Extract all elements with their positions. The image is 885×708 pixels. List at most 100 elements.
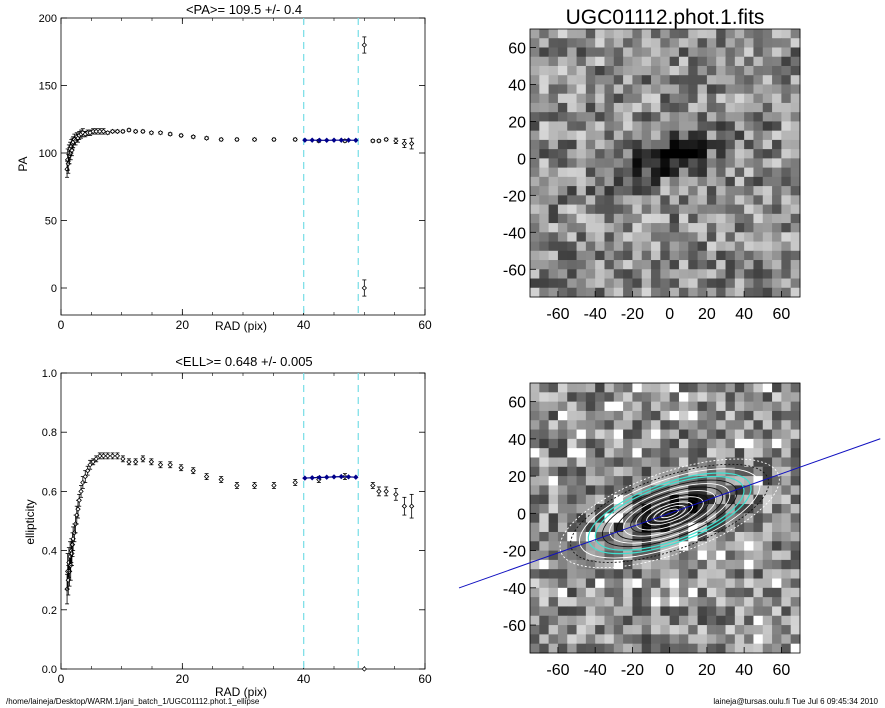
img-top-pixel xyxy=(632,93,643,104)
pa-data-point xyxy=(271,136,277,143)
img-top-pixel xyxy=(716,278,727,289)
img-bottom-pixel xyxy=(576,466,587,477)
img-top-pixel xyxy=(613,195,624,206)
img-top-pixel xyxy=(744,84,754,95)
img-top-pixel xyxy=(772,84,782,95)
pa-plot: <PA>= 109.5 +/- 0.4 RAD (pix) PA 0 20 40 60… xyxy=(16,2,432,333)
img-bottom-pixel xyxy=(725,466,736,477)
img-top-pixel xyxy=(530,56,540,67)
img-top-pixel xyxy=(790,149,801,159)
ell-data-point xyxy=(393,491,399,498)
img-bottom-pixel xyxy=(688,429,699,440)
img-bottom-pixel xyxy=(651,615,661,626)
img-top-pixel xyxy=(734,195,745,206)
ell-fit-point xyxy=(316,474,323,481)
img-bottom-pixel xyxy=(781,597,792,607)
img-top-pixel xyxy=(725,260,736,270)
img-top-pixel xyxy=(567,139,578,150)
img-bottom-pixel xyxy=(530,634,540,645)
img-top-pixel xyxy=(781,213,792,224)
img-bottom-pixel xyxy=(669,634,680,645)
img-bottom-pixel xyxy=(641,559,652,570)
img-bottom-pixel xyxy=(753,550,764,561)
img-top-pixel xyxy=(772,287,782,298)
ell-data-point xyxy=(292,479,298,486)
img-top-pixel xyxy=(585,149,596,159)
img-bottom-pixel xyxy=(539,476,550,486)
ell-data-point xyxy=(132,459,139,465)
img-bottom-pixel xyxy=(706,485,717,496)
pa-fit-point xyxy=(338,137,344,143)
img-bottom-pixel xyxy=(678,569,689,580)
img-bottom-pixel xyxy=(790,634,801,645)
img-top-pixel xyxy=(716,158,727,169)
img-top-pixel xyxy=(706,176,717,187)
img-bottom-pixel xyxy=(539,550,550,561)
img-bottom-pixel xyxy=(651,587,661,598)
img-top-pixel xyxy=(790,278,801,289)
img-top-pixel xyxy=(585,195,596,206)
img-top-pixel xyxy=(716,93,727,104)
img-bottom-pixel xyxy=(716,625,727,635)
img-bottom-pixel xyxy=(790,485,801,496)
img-bottom-pixel xyxy=(725,634,736,645)
img-top-pixel xyxy=(762,112,773,122)
img-bottom-pixel xyxy=(660,513,671,524)
img-top-pixel xyxy=(632,260,643,270)
img-bottom-pixel xyxy=(772,485,782,496)
img-bottom-pixel xyxy=(753,476,764,486)
img-top-pixel xyxy=(753,139,764,150)
img-bottom-pixel xyxy=(585,438,596,449)
img-top-pixel xyxy=(790,213,801,224)
img-bottom-pixel xyxy=(557,513,568,524)
img-bottom-pixel xyxy=(744,615,754,626)
img-bottom-pixel xyxy=(706,410,717,421)
img-top-pixel xyxy=(734,213,745,224)
img-bottom-pixel xyxy=(623,578,633,589)
img-bottom-pixel xyxy=(595,606,605,617)
pa-data-point xyxy=(157,130,164,136)
img-top-pixel xyxy=(613,232,624,243)
img-bottom-pixel xyxy=(772,615,782,626)
img-bottom-pixel xyxy=(557,615,568,626)
img-bottom-pixel xyxy=(623,448,633,458)
img-bottom-pixel xyxy=(557,392,568,403)
img-top-pixel xyxy=(716,204,727,215)
img-bottom-pixel xyxy=(576,429,587,440)
ell-data-point xyxy=(376,488,382,495)
img-top-pixel xyxy=(623,158,633,169)
img-top-pixel xyxy=(697,65,708,76)
img-top-pixel xyxy=(651,158,661,169)
img-bottom-pixel xyxy=(697,383,708,393)
img-top-pixel xyxy=(567,56,578,67)
img-top-pixel xyxy=(595,204,605,215)
img-bottom-pixel xyxy=(641,420,652,431)
img-top-pixel xyxy=(688,213,699,224)
pa-data-point xyxy=(376,138,382,144)
img-top-pixel xyxy=(651,176,661,187)
ell-data-point xyxy=(120,456,126,462)
img-top-xtick-label: 40 xyxy=(735,306,753,323)
img-top-pixel xyxy=(790,158,801,169)
img-bottom-pixel xyxy=(725,531,736,542)
ell-data-point xyxy=(69,550,75,557)
img-bottom-pixel xyxy=(604,569,615,580)
img-top-pixel xyxy=(604,167,615,178)
img-top-pixel xyxy=(781,241,792,252)
img-bottom-pixel xyxy=(716,634,727,645)
img-bottom-xtick-label: 0 xyxy=(665,662,674,679)
img-top-pixel xyxy=(576,232,587,243)
img-top-pixel xyxy=(641,47,652,58)
img-top-pixel xyxy=(744,112,754,122)
img-bottom-pixel xyxy=(530,383,540,393)
img-bottom-pixel xyxy=(539,429,550,440)
img-bottom-pixel xyxy=(651,485,661,496)
img-top-pixel xyxy=(530,84,540,95)
pa-ytick-label: 0 xyxy=(51,283,57,295)
img-top-pixel xyxy=(585,186,596,196)
img-top-pixels xyxy=(530,29,801,298)
img-bottom-pixel xyxy=(548,476,559,486)
img-bottom-pixel xyxy=(697,466,708,477)
img-top-pixel xyxy=(651,56,661,67)
img-top-pixel xyxy=(678,158,689,169)
